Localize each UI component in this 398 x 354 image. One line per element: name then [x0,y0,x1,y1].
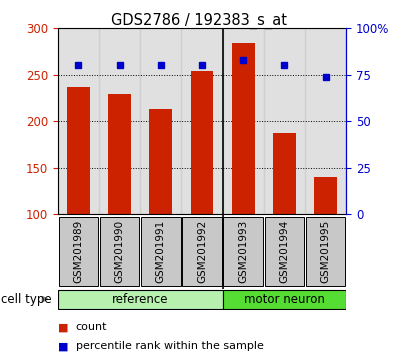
Text: ■: ■ [58,341,68,351]
Text: GDS2786 / 192383_s_at: GDS2786 / 192383_s_at [111,12,287,29]
Text: GSM201995: GSM201995 [321,220,331,283]
Bar [191,71,213,214]
FancyBboxPatch shape [182,217,222,286]
Bar [305,28,346,214]
Bar [58,28,99,214]
Bar [108,94,131,214]
Bar [99,28,140,214]
Bar [140,28,181,214]
Text: GSM201993: GSM201993 [238,220,248,283]
Text: count: count [76,322,107,332]
FancyBboxPatch shape [100,217,139,286]
FancyBboxPatch shape [141,217,181,286]
Text: motor neuron: motor neuron [244,293,325,306]
Text: GSM201990: GSM201990 [115,220,125,283]
Bar [264,28,305,214]
FancyBboxPatch shape [223,217,263,286]
Bar [67,87,90,214]
Bar [149,109,172,214]
Bar [273,133,296,214]
Bar [181,28,222,214]
Text: percentile rank within the sample: percentile rank within the sample [76,341,263,351]
FancyBboxPatch shape [265,217,304,286]
Text: GSM201992: GSM201992 [197,220,207,283]
FancyBboxPatch shape [59,217,98,286]
Text: GSM201991: GSM201991 [156,220,166,283]
Text: GSM201989: GSM201989 [73,220,83,283]
FancyBboxPatch shape [306,217,345,286]
Text: ■: ■ [58,322,68,332]
Bar [232,43,255,214]
Text: GSM201994: GSM201994 [279,220,289,283]
FancyBboxPatch shape [222,290,346,309]
FancyBboxPatch shape [58,290,222,309]
Bar [222,28,264,214]
Text: reference: reference [112,293,168,306]
Bar [314,177,337,214]
Text: cell type: cell type [1,293,52,306]
